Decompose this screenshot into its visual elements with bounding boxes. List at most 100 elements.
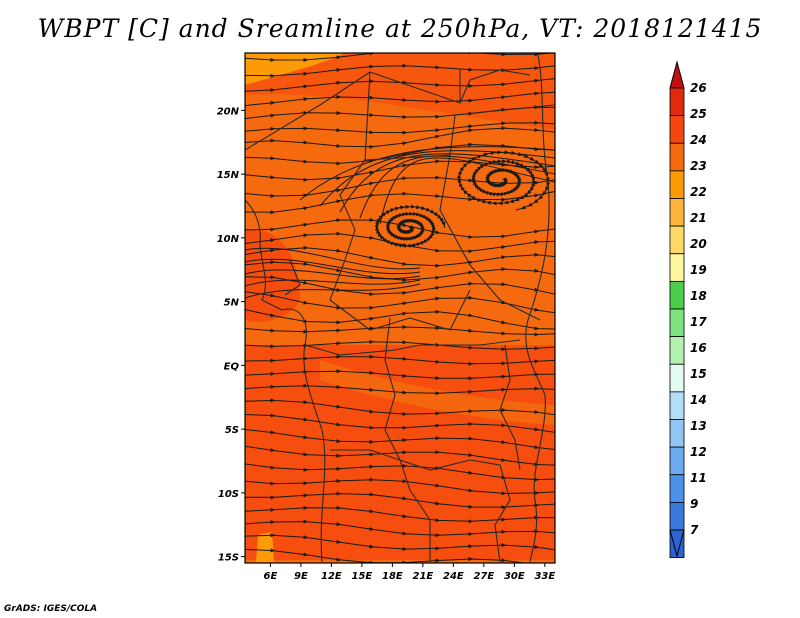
colorbar-label: 23 — [690, 159, 707, 173]
border-12 — [459, 69, 531, 104]
streamline — [245, 247, 421, 270]
streamline — [245, 383, 555, 396]
country-borders — [245, 54, 555, 563]
chart-title: WBPT [C] and Sreamline at 250hPa, VT: 20… — [37, 14, 763, 43]
colorbar-label: 15 — [690, 367, 707, 381]
colorbar-segment — [669, 142, 685, 172]
lon-label: 18E — [382, 571, 403, 582]
streamline — [374, 204, 446, 248]
colorbar-label: 14 — [690, 393, 707, 407]
streamline — [299, 146, 555, 201]
colorbar-label: 18 — [690, 289, 707, 303]
streamline — [245, 445, 555, 467]
colorbar-label: 16 — [690, 341, 707, 355]
streamline — [245, 63, 555, 78]
colorbar-label: 25 — [690, 107, 707, 121]
streamlines — [245, 53, 555, 563]
border-4 — [439, 154, 541, 321]
border-6 — [304, 339, 521, 356]
colorbar-segment — [669, 115, 685, 144]
border-7 — [384, 317, 471, 471]
lon-label: 6E — [264, 571, 278, 582]
colorbar-segment — [669, 336, 685, 365]
lon-label: 21E — [412, 571, 433, 582]
streamline — [245, 309, 555, 331]
map-panel — [244, 52, 556, 564]
lat-label: 15S — [218, 553, 239, 564]
lat-label: 10S — [218, 489, 239, 500]
streamline — [245, 258, 421, 275]
colorbar-label: 7 — [690, 523, 699, 537]
lon-label: 12E — [321, 571, 342, 582]
lon-label: 15E — [352, 571, 373, 582]
lat-label: 10N — [217, 234, 240, 245]
colorbar-segment — [669, 446, 685, 476]
colorbar-label: 11 — [690, 471, 707, 485]
colorbar-bottom-arrow — [669, 529, 685, 558]
lat-label: 5N — [224, 298, 240, 309]
streamline — [339, 153, 555, 213]
cool-patch-sw — [256, 532, 274, 562]
streamline — [319, 150, 555, 207]
colorbar-segment — [669, 253, 685, 282]
lat-label: EQ — [224, 361, 240, 372]
lon-label: 33E — [534, 571, 555, 582]
border-5 — [329, 259, 471, 331]
streamline — [245, 369, 555, 381]
border-9 — [469, 459, 511, 563]
border-11 — [284, 259, 301, 296]
colorbar-segment — [669, 391, 685, 420]
coastline-west — [245, 199, 326, 563]
colorbar-segment — [669, 225, 685, 255]
colorbar-label: 12 — [690, 445, 707, 459]
latitude-axis: 20N 15N 10N 5N EQ 5S 10S 15S — [217, 106, 245, 564]
longitude-axis: 6E 9E 12E 15E 18E 21E 24E 27E 30E 33E — [264, 563, 555, 582]
colorbar-top-arrow — [669, 60, 685, 89]
colorbar-label: 9 — [690, 497, 698, 511]
lat-label: 5S — [225, 425, 239, 436]
lon-label: 27E — [473, 571, 494, 582]
colorbar-segment — [669, 198, 685, 227]
colorbar-label: 26 — [690, 81, 707, 95]
colorbar-label: 24 — [690, 133, 707, 147]
streamline — [245, 91, 555, 107]
border-8 — [330, 449, 431, 562]
colorbar-label: 19 — [690, 263, 707, 277]
colorbar-segment — [669, 280, 685, 310]
colorbar-segment — [669, 308, 685, 338]
colorbar-segment — [669, 474, 685, 503]
streamline — [245, 269, 421, 280]
coastline-east — [525, 54, 550, 563]
streamline — [245, 354, 555, 366]
colorbar-label: 17 — [690, 315, 707, 329]
streamline — [245, 279, 421, 287]
streamline — [245, 339, 555, 352]
colorbar-segment — [669, 501, 685, 531]
colorbar-label: 13 — [690, 419, 707, 433]
border-10 — [499, 344, 521, 471]
colorbar-label: 21 — [690, 211, 707, 225]
streamline — [245, 505, 555, 524]
colorbar-label: 22 — [690, 185, 707, 199]
streamline — [379, 157, 555, 225]
streamline — [245, 291, 555, 314]
lon-label: 9E — [294, 571, 308, 582]
lat-label: 20N — [217, 106, 240, 117]
colorbar-segment — [669, 419, 685, 448]
streamline — [245, 428, 555, 450]
colorbar-segment — [669, 87, 685, 117]
map-frame — [244, 52, 556, 564]
colorbar: 26 25 24 23 22 21 20 19 18 17 16 15 14 13 12 11 9 7 — [669, 60, 707, 559]
streamline — [245, 78, 555, 93]
colorbar-segment — [669, 170, 685, 199]
grads-credit: GrADS: IGES/COLA — [4, 604, 98, 614]
colorbar-segment — [669, 363, 685, 393]
colorbar-label: 20 — [690, 237, 707, 251]
border-2 — [339, 71, 371, 261]
streamline — [245, 325, 555, 337]
streamline — [245, 53, 555, 63]
streamline — [245, 275, 555, 297]
streamline — [245, 413, 555, 433]
streamline — [456, 150, 551, 211]
